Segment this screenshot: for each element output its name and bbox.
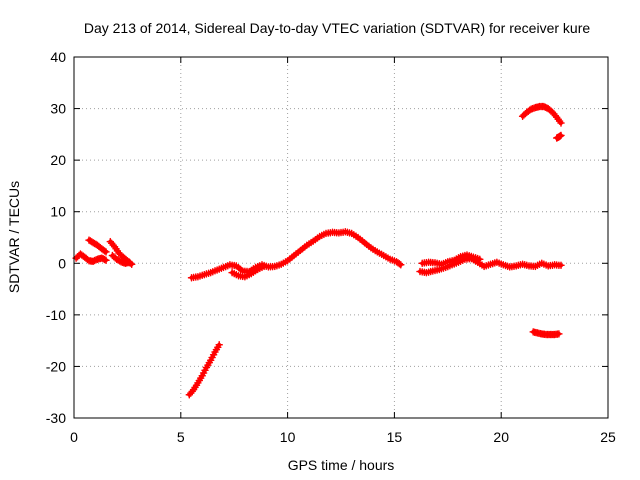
x-axis-label: GPS time / hours (288, 457, 395, 473)
y-tick-label: 30 (50, 101, 66, 117)
chart-title: Day 213 of 2014, Sidereal Day-to-day VTE… (84, 20, 590, 36)
data-series-segment-7 (228, 262, 268, 281)
y-axis-label: SDTVAR / TECUs (6, 181, 22, 293)
data-point (397, 261, 405, 269)
data-point (555, 330, 563, 338)
y-tick-label: 0 (58, 255, 66, 271)
x-tick-label: 10 (280, 429, 296, 445)
tick-labels: 0 5 10 15 20 25 -30 -20 -10 0 10 20 30 40 (46, 49, 616, 445)
data-point (125, 258, 134, 267)
data-point (476, 255, 484, 263)
x-tick-label: 25 (600, 429, 616, 445)
data-series-segment-9 (418, 251, 484, 269)
x-tick-label: 20 (493, 429, 509, 445)
y-tick-label: -20 (46, 358, 66, 374)
data-point (557, 131, 565, 140)
x-tick-label: 15 (387, 429, 403, 445)
data-series-segment-12 (529, 328, 563, 339)
data-point (557, 119, 565, 127)
data-point (102, 248, 110, 256)
data-series-segment-6 (187, 228, 405, 282)
y-tick-label: -30 (46, 410, 66, 426)
x-tick-label: 0 (70, 429, 78, 445)
y-tick-label: -10 (46, 307, 66, 323)
data-series-segment-11 (552, 131, 565, 142)
data-point (102, 256, 110, 264)
data-point (260, 262, 268, 271)
plot-frame (73, 56, 609, 419)
grid-lines (74, 57, 608, 418)
x-tick-label: 5 (177, 429, 185, 445)
data-series-segment-2 (85, 236, 110, 256)
data-series-segment-1 (72, 250, 110, 265)
data-point (215, 341, 223, 349)
data-series-layer (72, 102, 565, 399)
data-series-segment-4 (108, 251, 134, 268)
data-series-segment-10 (518, 102, 565, 127)
data-series-segment-5 (185, 341, 223, 399)
y-tick-label: 40 (50, 49, 66, 65)
y-tick-label: 10 (50, 204, 66, 220)
axis-ticks (73, 56, 609, 419)
data-point (557, 261, 565, 270)
y-tick-label: 20 (50, 152, 66, 168)
